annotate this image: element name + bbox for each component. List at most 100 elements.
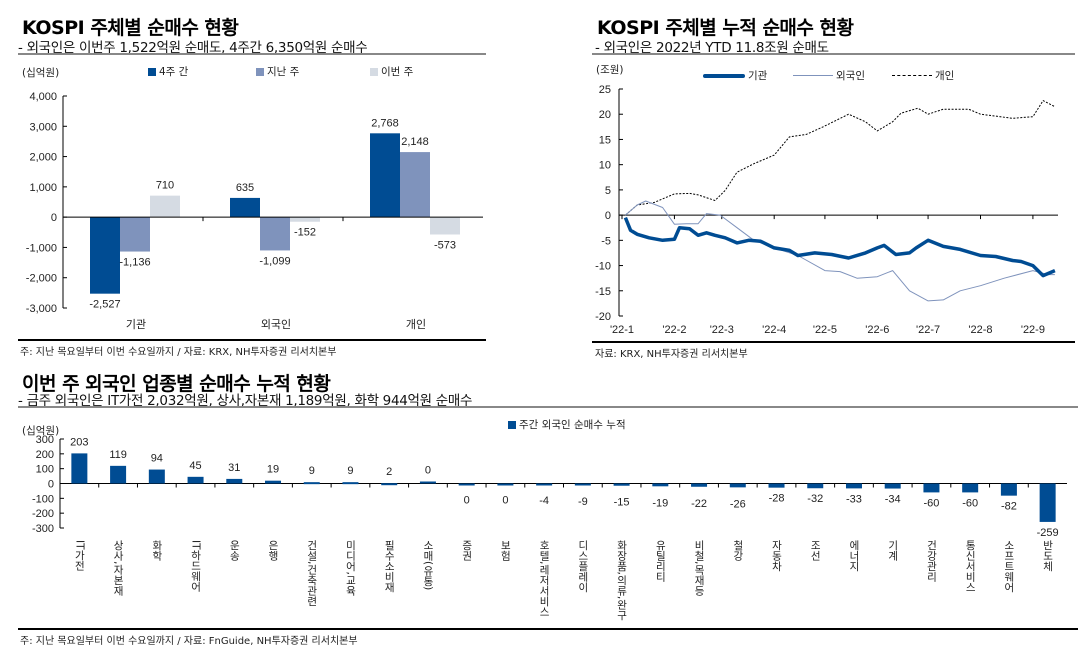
chart1-y-tick-label: 3,000 (29, 121, 57, 133)
chart3-bar (497, 483, 514, 486)
chart3-category-label: 증권 (460, 540, 473, 561)
chart3-legend: 주간 외국인 순매수 누적 (508, 417, 626, 432)
chart3-data-label: -4 (539, 495, 549, 507)
chart1-data-label: 2,148 (401, 136, 429, 148)
chart2-y-tick-label: 20 (599, 109, 611, 121)
chart3-category-label: 운송 (228, 540, 241, 561)
chart1-bar (230, 197, 260, 218)
chart2-y-tick-label: 5 (605, 185, 611, 197)
chart3-bar (342, 482, 359, 485)
chart3-category-label: 조선 (809, 540, 822, 561)
legend-label: 주간 외국인 순매수 누적 (519, 419, 626, 431)
chart3-y-tick-label: -200 (32, 508, 54, 520)
chart3-bar (419, 481, 436, 484)
chart3-y-tick-label: 100 (36, 464, 54, 476)
chart3-data-label: 2 (386, 466, 392, 478)
chart3-category-label: 자동차 (770, 540, 783, 572)
chart1-subtitle: - 외국인은 이번주 1,522억원 순매도, 4주간 6,350억원 순매수 (18, 40, 368, 56)
chart3-data-label: 0 (502, 495, 508, 507)
chart3-data-label: 0 (464, 495, 470, 507)
chart3-category-label: IT가전 (73, 540, 86, 571)
chart2-series-line-외국인 (625, 200, 1055, 302)
chart1-data-label: -1,136 (119, 257, 150, 269)
chart1-category-label: 개인 (406, 318, 426, 331)
chart3-bottom-rule (18, 628, 1078, 630)
chart3-data-label: -28 (769, 493, 785, 505)
chart3-category-label: 화학 (150, 540, 163, 561)
chart2-top-rule (592, 53, 1075, 55)
chart3-data-label: -26 (730, 498, 746, 510)
chart3-category-label: IT하드웨어 (189, 540, 202, 592)
chart3-data-label: -22 (691, 498, 707, 510)
chart2-x-tick-label: '22-5 (813, 324, 837, 336)
chart3-bar (187, 476, 204, 484)
legend-line (793, 75, 833, 76)
chart1-data-label: 635 (236, 182, 254, 194)
legend-line (892, 75, 932, 76)
chart2-subtitle: - 외국인은 2022년 YTD 11.8조원 순매도 (595, 40, 829, 56)
chart2-x-tick-label: '22-2 (662, 324, 686, 336)
chart3-category-label: 미디어,교육 (344, 540, 357, 596)
chart3-data-label: 0 (425, 465, 431, 477)
chart3-bar (1039, 483, 1056, 522)
chart1-data-label: -2,527 (89, 299, 120, 311)
chart3-category-label: 철강 (731, 540, 744, 561)
chart1-category-label: 기관 (126, 318, 146, 331)
chart3-bar (574, 483, 591, 486)
chart3-category-label: 건강관리 (925, 540, 938, 582)
chart1-y-tick-label: 0 (51, 212, 57, 224)
chart2-y-tick-label: 25 (599, 84, 611, 96)
chart1-data-label: -1,099 (259, 255, 290, 267)
chart3-data-label: 31 (228, 462, 240, 474)
chart1-source: 주: 지난 목요일부터 이번 수요일까지 / 자료: KRX, NH투자증권 리… (20, 347, 337, 358)
chart3-data-label: -60 (962, 497, 978, 509)
legend-label: 이번 주 (381, 66, 414, 78)
chart3-y-tick-label: 200 (36, 449, 54, 461)
chart2-x-tick-label: '22-7 (916, 324, 940, 336)
chart3-data-label: -19 (652, 497, 668, 509)
chart1-bar (370, 133, 400, 218)
legend-swatch (370, 67, 378, 76)
chart2-x-tick-label: '22-1 (610, 324, 634, 336)
legend-swatch (148, 67, 156, 76)
chart3-data-label: 119 (109, 449, 127, 461)
chart3-y-tick-label: 300 (36, 434, 54, 446)
chart2-y-tick-label: 0 (605, 210, 611, 222)
chart2-y-tick-label: -10 (595, 261, 611, 273)
chart3-category-label: 비철,목재등 (693, 540, 706, 596)
chart3-category-label: 건설,건축관련 (305, 540, 318, 607)
chart1-bar (260, 217, 290, 251)
chart3-data-label: 9 (309, 465, 315, 477)
chart3-data-label: -34 (885, 494, 901, 506)
legend-label: 4주 간 (159, 66, 189, 78)
chart3-category-label: 통신서비스 (964, 540, 977, 593)
chart1-legend-lastweek: 지난 주 (256, 64, 299, 79)
chart3-bar (613, 483, 630, 486)
chart1-top-rule (18, 53, 486, 55)
chart1-y-tick-label: -1,000 (26, 242, 57, 254)
chart3-data-label: -15 (614, 497, 630, 509)
chart2-y-tick-label: -5 (601, 235, 611, 247)
chart1-bottom-rule (18, 339, 486, 341)
chart3-category-label: 보험 (499, 540, 512, 561)
chart3-bar (265, 480, 282, 484)
chart1-bar (400, 152, 430, 218)
chart1-y-tick-label: 2,000 (29, 152, 57, 164)
chart3-category-label: 화장품,의류,완구 (615, 540, 628, 621)
chart2-x-tick-label: '22-4 (762, 324, 786, 336)
chart3-data-label: 9 (347, 465, 353, 477)
chart3-title: 이번 주 외국인 업종별 순매수 누적 현황 (22, 373, 331, 395)
chart3-bar (962, 483, 979, 493)
chart3-y-tick-label: -300 (32, 523, 54, 535)
chart2-y-tick-label: -20 (595, 311, 611, 323)
chart3-bar (1000, 483, 1017, 496)
chart1-bar (290, 217, 320, 222)
chart3-bar (226, 478, 243, 484)
chart1-y-tick-label: 4,000 (29, 91, 57, 103)
chart3-category-label: 반도체 (1041, 540, 1054, 572)
chart3-bar (458, 483, 475, 486)
chart3-bar (691, 483, 708, 487)
chart3-bar (381, 483, 398, 486)
chart1-bar (90, 217, 120, 294)
